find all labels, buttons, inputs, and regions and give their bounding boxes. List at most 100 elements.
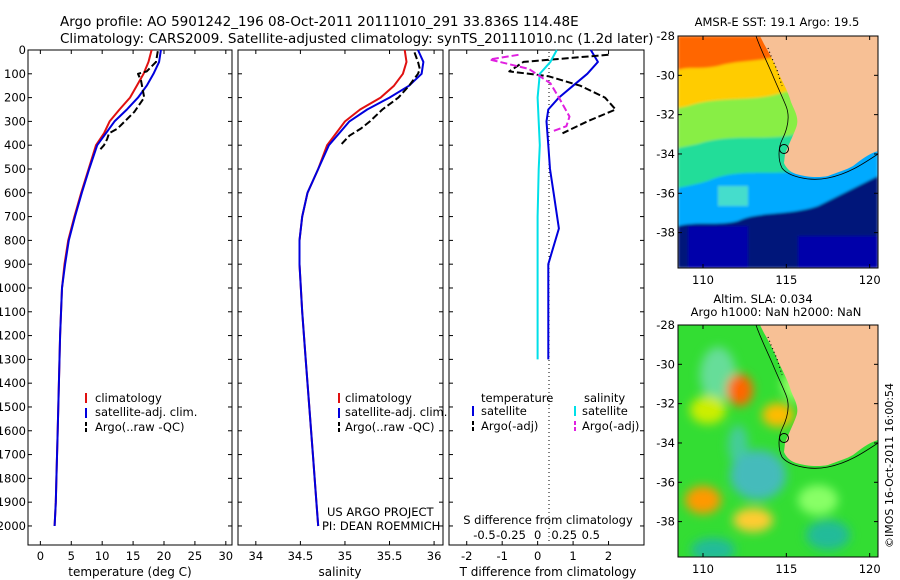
x-tick-label: 15 — [126, 549, 141, 563]
sla-map-panel: Altim. SLA: 0.034 Argo h1000: NaN h2000:… — [656, 292, 880, 576]
series-line-argo-raw-qc- — [339, 52, 421, 146]
argo-float-marker — [779, 144, 789, 154]
lat-tick-label: -34 — [656, 147, 675, 161]
isobath-line — [755, 36, 878, 180]
x-tick-label: 5 — [68, 549, 75, 563]
series-line-climatology — [53, 49, 153, 527]
lat-tick-label: -34 — [656, 436, 675, 450]
x-tick-label: -1 — [496, 549, 507, 563]
lat-tick-label: -28 — [656, 29, 675, 43]
salinity-legend: climatology satellite-adj. clim. Argo(..… — [338, 391, 447, 434]
s-tick-label: 0.5 — [582, 528, 600, 542]
temperature-panel: 0100200300400500600700800900100011001200… — [0, 43, 233, 579]
land-mass — [760, 36, 878, 178]
sla-map-title-line2: Argo h1000: NaN h2000: NaN — [691, 305, 862, 319]
lat-tick-label: -28 — [656, 318, 675, 332]
depth-tick-label: 1200 — [0, 329, 26, 343]
x-tick-label: 1 — [569, 549, 576, 563]
legend-t-satellite-label: satellite — [481, 404, 527, 418]
depth-tick-label: 1800 — [0, 471, 26, 485]
legend-s-satellite-label: satellite — [582, 404, 628, 418]
x-tick-label: 0 — [534, 549, 541, 563]
difference-plot-frame — [448, 49, 645, 546]
depth-tick-label: 600 — [4, 186, 26, 200]
x-tick-label: -2 — [461, 549, 472, 563]
lat-tick-label: -30 — [656, 68, 675, 82]
temperature-legend: climatology satellite-adj. clim. Argo(..… — [85, 391, 197, 434]
legend-climatology-label: climatology — [345, 391, 412, 405]
x-tick-label: 30 — [218, 549, 233, 563]
x-tick-label: 36 — [427, 549, 442, 563]
depth-tick-label: 100 — [4, 67, 26, 81]
sla-map-title-line1: Altim. SLA: 0.034 — [713, 292, 812, 306]
lat-tick-label: -36 — [656, 186, 675, 200]
sla-map-area — [678, 325, 878, 557]
lat-tick-label: -36 — [656, 475, 675, 489]
legend-satellite-label: satellite-adj. clim. — [95, 405, 197, 419]
depth-tick-label: 1400 — [0, 376, 26, 390]
lon-tick-label: 120 — [859, 562, 881, 576]
depth-tick-label: 900 — [4, 257, 26, 271]
t-difference-axis-label: T difference from climatology — [459, 565, 637, 579]
lon-tick-label: 110 — [692, 273, 714, 287]
series-line-argo-raw-qc- — [98, 51, 159, 151]
depth-tick-label: 1300 — [0, 352, 26, 366]
lat-tick-label: -30 — [656, 357, 675, 371]
lat-tick-label: -38 — [656, 515, 675, 529]
depth-tick-label: 200 — [4, 91, 26, 105]
x-tick-label: 20 — [157, 549, 172, 563]
lat-tick-label: -32 — [656, 108, 675, 122]
argo-float-marker — [779, 433, 789, 443]
land-mass — [760, 325, 878, 467]
x-tick-label: 25 — [188, 549, 203, 563]
lon-tick-label: 115 — [775, 273, 797, 287]
legend-s-argo-label: Argo(-adj) — [582, 419, 639, 433]
s-tick-label: -0.25 — [496, 528, 526, 542]
temperature-plot-frame — [27, 49, 233, 546]
depth-tick-label: 1700 — [0, 448, 26, 462]
difference-legend: temperature salinity satellite Argo(-adj… — [472, 391, 639, 433]
depth-tick-label: 1900 — [0, 495, 26, 509]
pi-credit: PI: DEAN ROEMMICH — [322, 519, 440, 533]
x-tick-label: 34 — [249, 549, 264, 563]
sst-map-frame — [677, 35, 879, 269]
legend-argo-label: Argo(..raw -QC) — [95, 420, 185, 434]
lon-tick-label: 115 — [775, 562, 797, 576]
lon-tick-label: 110 — [692, 562, 714, 576]
x-tick-label: 2 — [605, 549, 612, 563]
depth-tick-label: 2000 — [0, 519, 26, 533]
project-credit: US ARGO PROJECT — [327, 505, 435, 519]
depth-tick-label: 0 — [19, 43, 26, 57]
series-line-climatology — [298, 49, 408, 527]
legend-salinity-title: salinity — [584, 391, 625, 405]
series-line-argo-adj- — [508, 53, 617, 135]
lat-tick-label: -32 — [656, 397, 675, 411]
salinity-plot-frame — [237, 49, 444, 546]
figure-title-line1: Argo profile: AO 5901242_196 08-Oct-2011… — [60, 14, 579, 30]
legend-satellite-label: satellite-adj. clim. — [345, 405, 447, 419]
depth-tick-label: 1500 — [0, 400, 26, 414]
salinity-axis-label: salinity — [318, 565, 361, 579]
figure-title-line2: Climatology: CARS2009. Satellite-adjuste… — [60, 31, 653, 47]
x-tick-label: 0 — [37, 549, 44, 563]
imos-timestamp: ©IMOS 16-Oct-2011 16:00:54 — [883, 383, 896, 548]
series-line-satellite-adj-clim- — [53, 49, 162, 527]
depth-tick-label: 700 — [4, 210, 26, 224]
lon-tick-label: 120 — [859, 273, 881, 287]
depth-tick-label: 500 — [4, 162, 26, 176]
salinity-panel: 34 34.5 35 35.5 36 salinity climatology sate… — [237, 49, 447, 579]
sst-map-title: AMSR-E SST: 19.1 Argo: 19.5 — [695, 15, 860, 29]
sla-map-frame — [677, 324, 879, 558]
s-tick-label: 0 — [534, 528, 541, 542]
depth-tick-label: 1600 — [0, 424, 26, 438]
x-tick-label: 35.5 — [377, 549, 403, 563]
depth-tick-label: 300 — [4, 114, 26, 128]
series-line-satellite — [536, 49, 558, 360]
isobath-line — [755, 325, 878, 469]
x-tick-label: 10 — [95, 549, 110, 563]
legend-argo-label: Argo(..raw -QC) — [345, 420, 435, 434]
series-line-satellite-adj-clim- — [298, 49, 425, 527]
x-tick-label: 34.5 — [288, 549, 314, 563]
legend-t-argo-label: Argo(-adj) — [481, 419, 538, 433]
depth-tick-label: 800 — [4, 233, 26, 247]
